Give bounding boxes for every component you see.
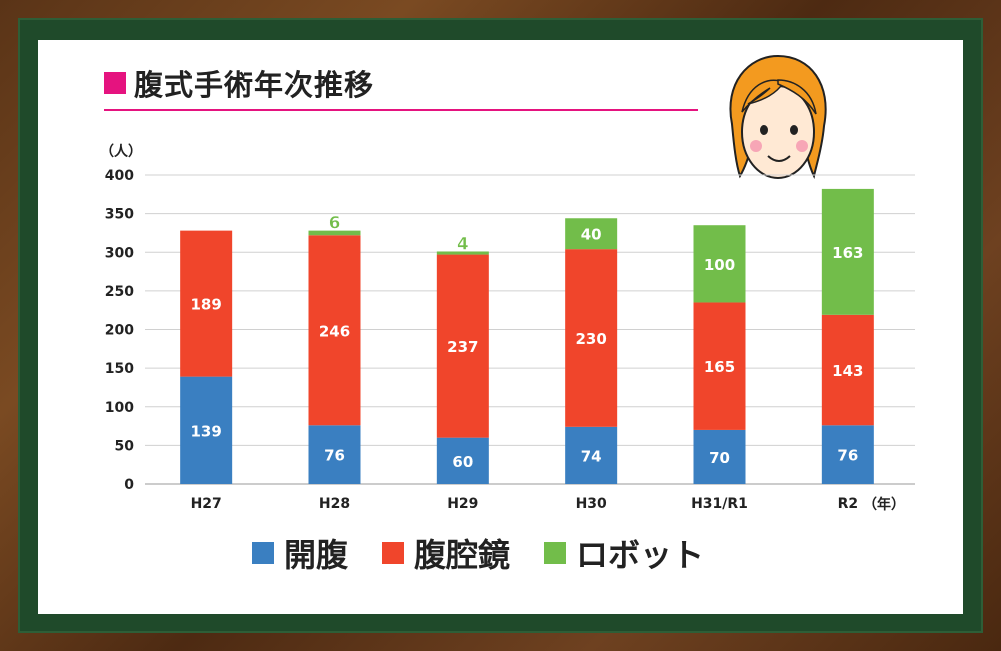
bar-laparoscopic (693, 302, 746, 430)
y-tick-label: 0 (124, 477, 134, 493)
bar-robot (565, 218, 618, 250)
data-label-laparoscopic: 165 (704, 358, 735, 376)
bar-open (436, 437, 489, 484)
legend-swatch-open (252, 542, 274, 564)
y-tick-label: 250 (105, 284, 134, 300)
data-label-laparoscopic: 246 (319, 322, 350, 340)
bar-open (821, 425, 874, 484)
chart-title-block: 腹式手術年次推移 (104, 62, 698, 114)
bar-open (180, 376, 233, 484)
x-tick-label: H29 (447, 496, 478, 512)
y-tick-label: 100 (105, 400, 134, 416)
data-label-laparoscopic: 189 (191, 296, 222, 314)
data-label-open: 76 (324, 447, 345, 465)
data-label-open: 76 (837, 447, 858, 465)
x-axis-unit-label: （年） (863, 496, 905, 513)
bar-open (565, 426, 618, 484)
x-tick-label: H28 (319, 496, 350, 512)
legend-label-robot: ロボット (576, 536, 705, 574)
data-label-open: 70 (709, 449, 730, 467)
data-label-robot: 6 (329, 214, 341, 234)
bar-robot (693, 225, 746, 303)
legend: 開腹 腹腔鏡 ロボット (252, 530, 772, 576)
bar-open (693, 429, 746, 484)
y-tick-label: 150 (105, 361, 134, 377)
chart-title: 腹式手術年次推移 (134, 68, 375, 102)
data-label-open: 74 (581, 447, 602, 465)
y-tick-label: 350 (105, 207, 134, 223)
nurse-avatar-icon (729, 54, 827, 180)
legend-swatch-robot (544, 542, 567, 564)
x-tick-label: R2 (838, 496, 859, 512)
data-label-laparoscopic: 143 (832, 362, 863, 380)
legend-item-robot: ロボット (544, 530, 704, 576)
legend-label-open: 開腹 (284, 536, 349, 574)
y-tick-label: 200 (105, 323, 134, 339)
data-label-open: 60 (452, 453, 473, 471)
bar-laparoscopic (565, 249, 618, 427)
title-marker (104, 72, 126, 94)
data-label-robot: 40 (581, 226, 602, 244)
x-tick-label: H30 (576, 496, 607, 512)
data-label-robot: 4 (457, 234, 469, 254)
legend-item-laparoscopic: 腹腔鏡 (382, 530, 510, 576)
x-tick-label: H27 (191, 496, 222, 512)
legend-swatch-laparoscopic (382, 542, 405, 564)
bar-robot (308, 230, 361, 236)
bar-open (308, 425, 361, 484)
bar-laparoscopic (308, 235, 361, 426)
legend-label-laparoscopic: 腹腔鏡 (414, 536, 511, 574)
x-tick-label: H31/R1 (691, 496, 748, 512)
bar-laparoscopic (180, 230, 233, 377)
legend-item-open: 開腹 (252, 530, 348, 576)
y-tick-label: 300 (105, 245, 134, 261)
data-label-laparoscopic: 230 (576, 330, 607, 348)
data-label-robot: 100 (704, 256, 735, 274)
data-label-open: 139 (191, 422, 222, 440)
data-label-robot: 163 (832, 244, 863, 262)
bar-laparoscopic (821, 314, 874, 426)
y-tick-label: 50 (115, 438, 135, 454)
bar-laparoscopic (436, 254, 489, 438)
bar-robot (436, 251, 489, 255)
y-axis-unit-label: （人） (100, 143, 142, 160)
data-label-laparoscopic: 237 (447, 338, 478, 356)
bar-robot (821, 188, 874, 315)
title-underline (104, 109, 698, 111)
y-tick-label: 400 (105, 168, 134, 184)
